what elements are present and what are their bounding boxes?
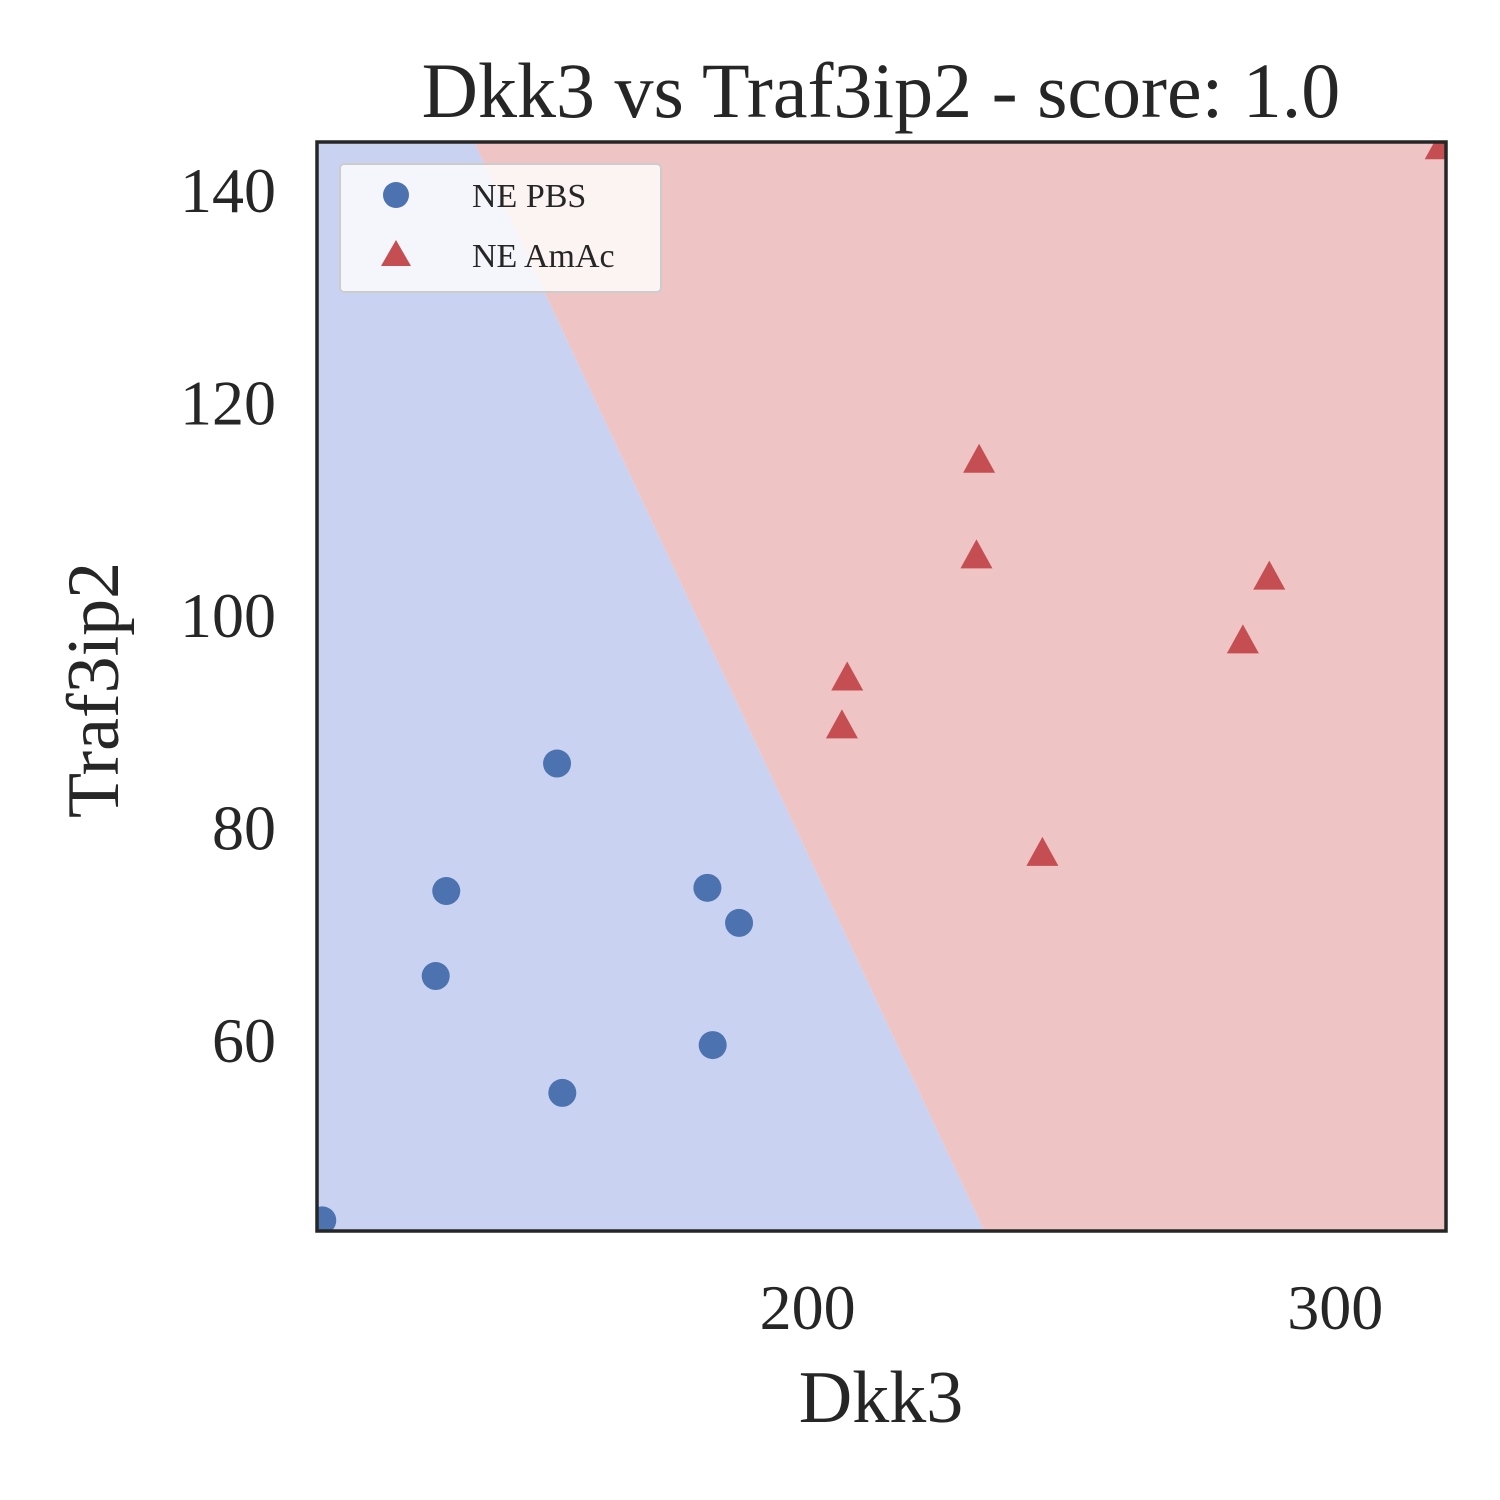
x-axis-label: Dkk3 <box>799 1357 963 1439</box>
x-tick-label: 300 <box>1287 1272 1383 1343</box>
point-ne-pbs-6 <box>693 873 722 902</box>
y-tick-label: 60 <box>212 1005 276 1076</box>
x-axis-ticks: 200 300 <box>760 1272 1384 1343</box>
point-ne-amac-3 <box>960 539 993 569</box>
legend-marker-ne-amac <box>381 240 411 266</box>
legend: NE PBS NE AmAc <box>339 163 662 293</box>
legend-marker-ne-pbs <box>383 182 409 208</box>
decision-region-ne-amac <box>474 142 1446 1231</box>
point-ne-amac-4 <box>963 443 996 473</box>
point-ne-amac-6 <box>1226 624 1259 654</box>
point-ne-amac-8 <box>1424 142 1446 160</box>
point-ne-pbs-5 <box>548 1078 577 1107</box>
plot-frame <box>315 140 1448 1233</box>
point-ne-pbs-3 <box>432 877 461 906</box>
y-tick-label: 140 <box>180 155 276 226</box>
chart-title: Dkk3 vs Traf3ip2 - score: 1.0 <box>422 47 1341 134</box>
legend-label-ne-amac: NE AmAc <box>472 238 615 275</box>
point-ne-amac-1 <box>825 709 858 739</box>
point-ne-pbs-1 <box>317 1206 337 1231</box>
y-tick-label: 100 <box>180 580 276 651</box>
legend-label-ne-pbs: NE PBS <box>472 178 586 215</box>
point-ne-pbs-7 <box>698 1031 727 1060</box>
y-tick-label: 120 <box>180 367 276 438</box>
data-points <box>317 142 1446 1231</box>
point-ne-pbs-8 <box>725 908 754 937</box>
y-axis-label: Traf3ip2 <box>53 562 135 818</box>
point-ne-amac-7 <box>1253 560 1286 590</box>
y-tick-label: 80 <box>212 792 276 863</box>
x-tick-label: 200 <box>760 1272 856 1343</box>
decision-region-ne-pbs <box>317 142 985 1231</box>
legend-box <box>339 163 662 293</box>
point-ne-amac-5 <box>1026 836 1059 866</box>
point-ne-pbs-2 <box>421 962 450 991</box>
point-ne-pbs-4 <box>543 749 572 778</box>
y-axis-ticks: 60 80 100 120 140 <box>180 155 276 1076</box>
point-ne-amac-2 <box>831 661 864 691</box>
